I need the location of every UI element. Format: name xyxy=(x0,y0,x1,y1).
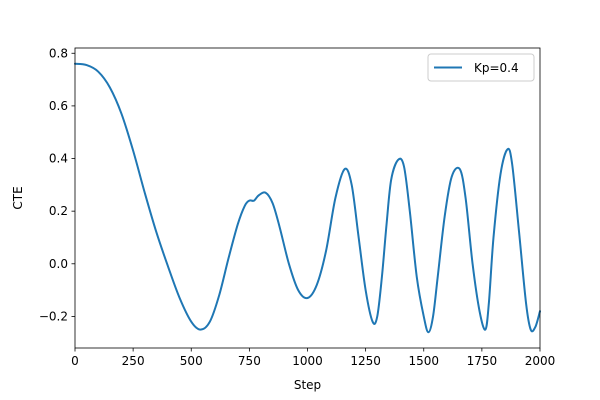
legend-box xyxy=(427,53,535,82)
y-tick-label: 0.6 xyxy=(49,99,68,113)
series-line-0 xyxy=(74,62,541,334)
x-tick-label: 1750 xyxy=(467,354,498,368)
x-axis-label: Step xyxy=(294,378,321,392)
y-tick-label: −0.2 xyxy=(39,309,68,323)
plot-frame xyxy=(74,47,541,349)
y-tick-label: 0.2 xyxy=(49,204,68,218)
x-tick-label: 1250 xyxy=(350,354,381,368)
x-tick-label: 2000 xyxy=(525,354,556,368)
y-tick-label: 0.4 xyxy=(49,152,68,166)
x-tick-label: 0 xyxy=(71,354,79,368)
x-tick-label: 1000 xyxy=(292,354,323,368)
x-tick-label: 750 xyxy=(238,354,261,368)
legend: Kp=0.4 xyxy=(427,53,535,82)
y-axis-label: CTE xyxy=(11,186,25,209)
x-tick-label: 1500 xyxy=(408,354,439,368)
y-tick-label: 0.0 xyxy=(49,257,68,271)
ticks-layer: 0 250 500 750 1000 1250 1500 1750 2000 −0.2 0.0 0.2… xyxy=(39,46,555,368)
x-tick-label: 250 xyxy=(122,354,145,368)
y-tick-label: 0.8 xyxy=(49,46,68,60)
legend-label: Kp=0.4 xyxy=(474,61,519,75)
series-layer xyxy=(74,62,541,334)
x-tick-label: 500 xyxy=(180,354,203,368)
